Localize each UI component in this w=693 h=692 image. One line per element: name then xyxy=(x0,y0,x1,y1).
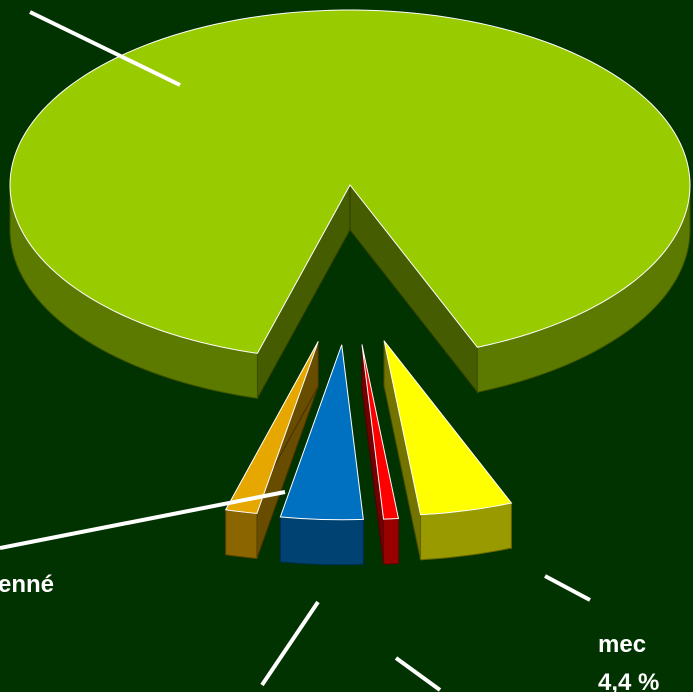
slice-label: mec xyxy=(598,631,646,658)
slice xyxy=(361,344,400,520)
leader-line xyxy=(0,490,286,550)
slice-wall xyxy=(225,509,258,560)
leader-line xyxy=(260,600,320,687)
leader-line xyxy=(394,656,442,692)
slice xyxy=(383,340,513,516)
slice xyxy=(279,344,364,521)
slice-wall xyxy=(279,516,364,566)
pie xyxy=(9,9,691,566)
slice xyxy=(224,341,319,515)
value-label: 4,4 % xyxy=(598,669,659,692)
leader-line xyxy=(544,574,591,602)
slice xyxy=(9,9,691,354)
slice-label: enné xyxy=(0,571,54,598)
slice-wall xyxy=(383,517,399,565)
leader-line xyxy=(29,10,181,87)
